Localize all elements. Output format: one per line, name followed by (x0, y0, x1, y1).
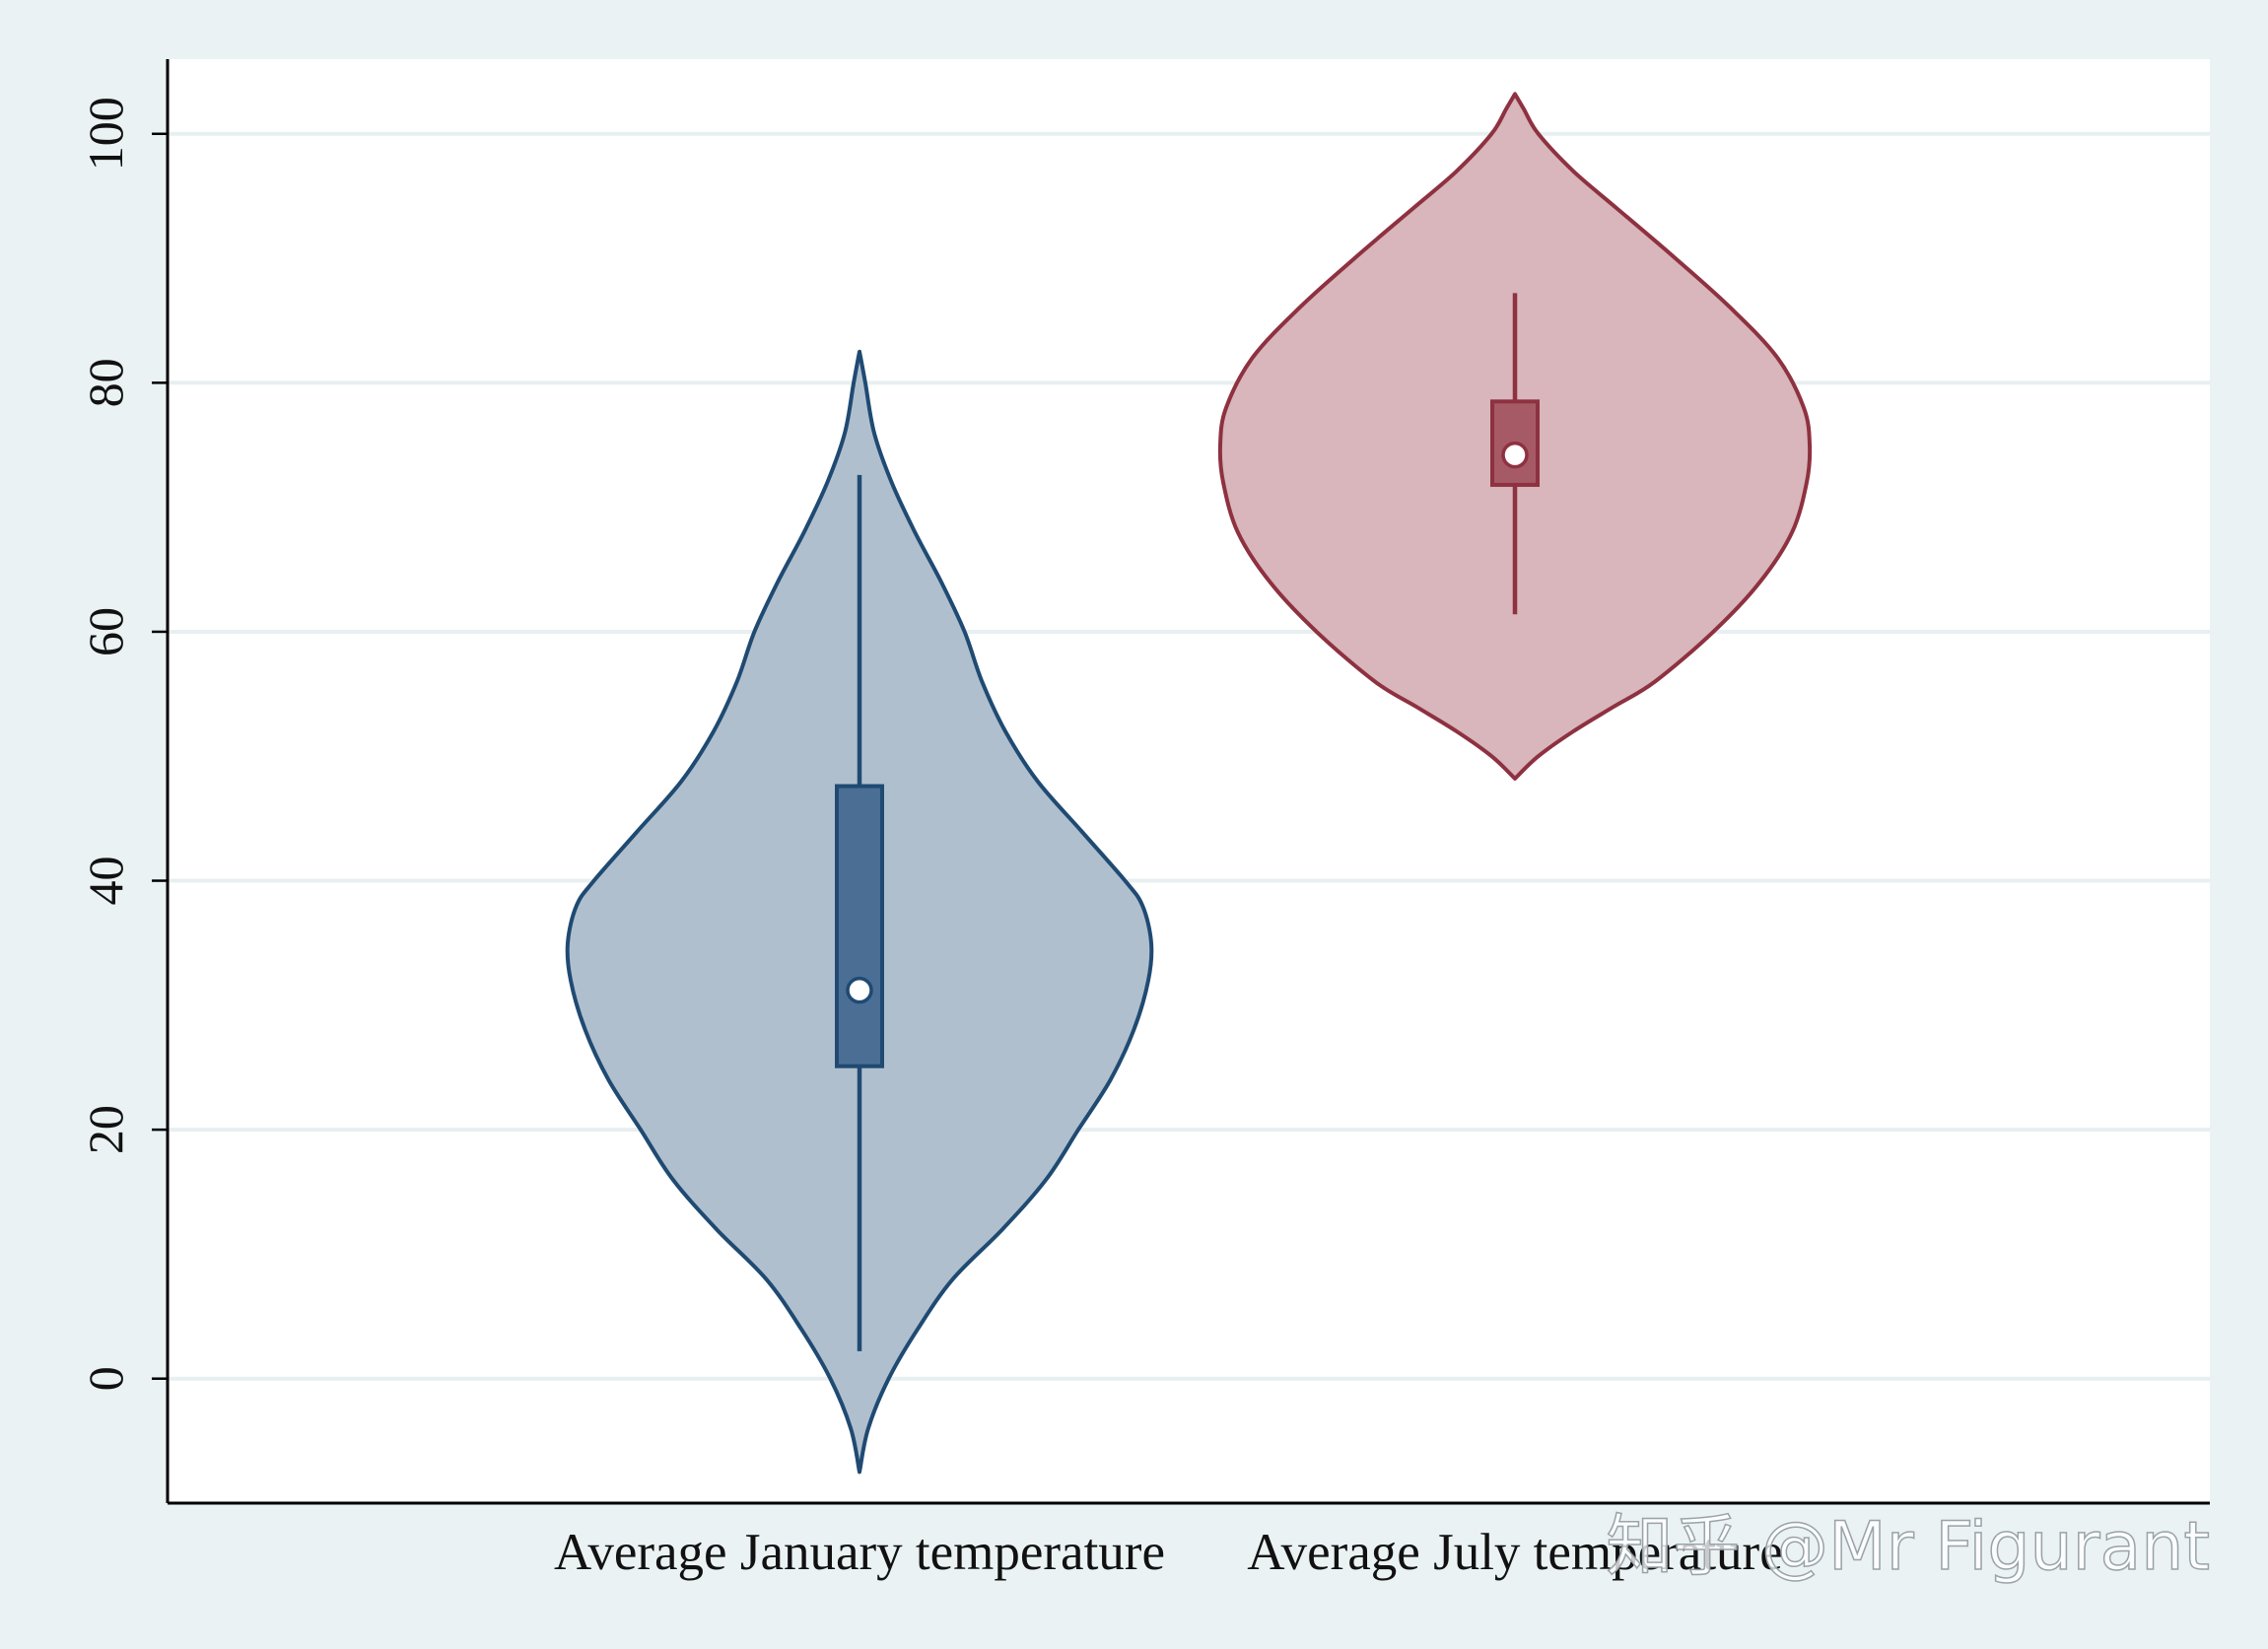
median-marker (846, 976, 873, 1004)
y-tick-label-0: 0 (78, 1366, 133, 1391)
iqr-box (835, 784, 884, 1068)
median-marker (1501, 441, 1529, 469)
violins (565, 92, 1813, 1475)
axes (152, 59, 2210, 1505)
x-category-label-january: Average January temperature (554, 1524, 1165, 1581)
y-tick-label-60: 60 (78, 607, 133, 656)
y-tick-label-80: 80 (78, 358, 133, 407)
gridlines (168, 131, 2210, 1381)
watermark-text: 知乎 @Mr Figurant (1606, 1508, 2210, 1586)
plot-area (168, 59, 2210, 1503)
y-tick-label-40: 40 (78, 857, 133, 906)
y-tick-label-100: 100 (78, 97, 133, 171)
y-tick-label-20: 20 (78, 1105, 133, 1154)
x-category-label-july: Average July temperature (1247, 1524, 1782, 1581)
violin-july (1217, 92, 1813, 781)
labels: 0 20 40 60 80 100 Average January temperature A… (78, 97, 1783, 1581)
violin-january (565, 349, 1154, 1475)
